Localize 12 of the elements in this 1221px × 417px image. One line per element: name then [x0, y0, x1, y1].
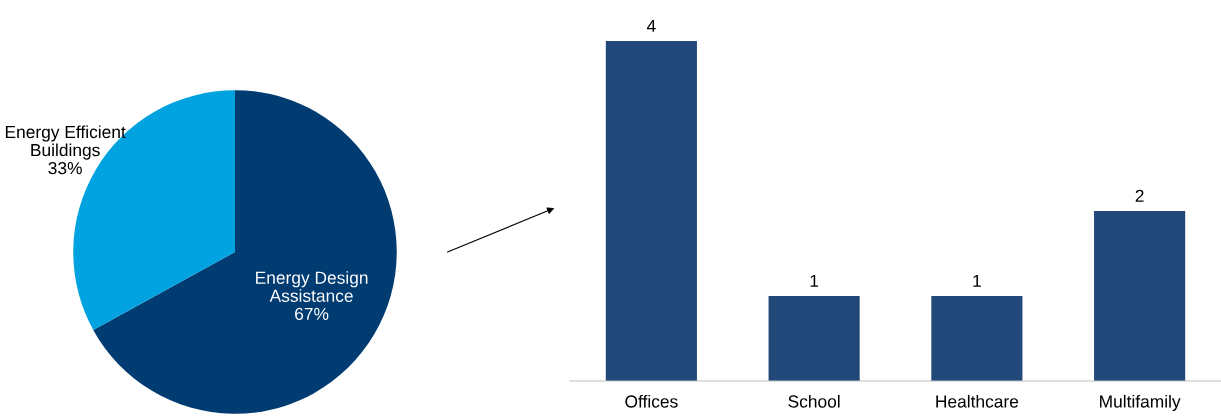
x-tick-label: Offices	[625, 394, 678, 408]
data-label: 67%	[295, 307, 329, 321]
slice-label: Energy Efficient Buildings	[5, 125, 126, 160]
data-label: 33%	[48, 161, 82, 175]
x-tick-label: School	[788, 394, 840, 408]
slice-label: Energy Design Assistance	[256, 271, 368, 302]
x-tick-label: Multifamily	[1100, 394, 1181, 412]
data-label: 1	[810, 274, 819, 287]
data-label: 2	[1135, 189, 1144, 202]
data-label: 1	[973, 274, 981, 287]
x-tick-label: Healthcare	[936, 394, 1019, 408]
data-label: 4	[646, 19, 656, 32]
